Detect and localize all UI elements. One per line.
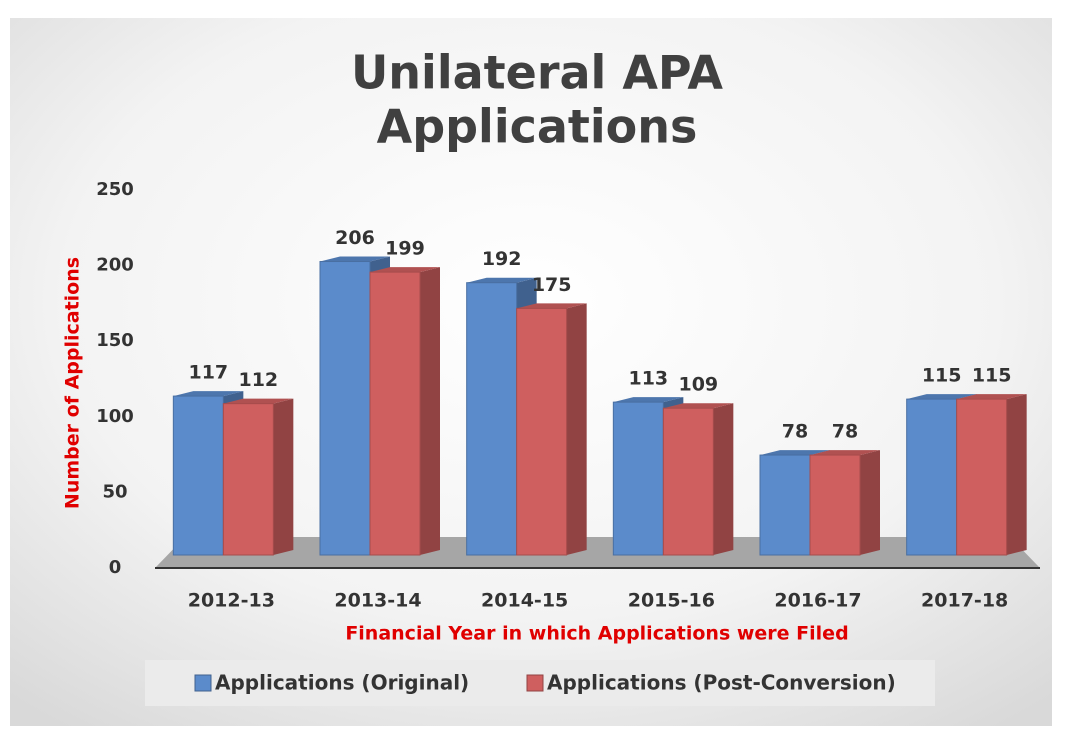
legend-label: Applications (Post-Conversion) xyxy=(547,671,896,695)
chart-title: Unilateral APA xyxy=(351,46,723,100)
bar xyxy=(612,401,664,556)
value-label: 78 xyxy=(832,421,858,443)
y-tick-label: 250 xyxy=(96,179,134,200)
value-label: 109 xyxy=(678,374,718,396)
bar xyxy=(809,454,861,556)
x-tick-label: 2016-17 xyxy=(774,590,861,612)
legend-swatch xyxy=(526,674,544,692)
bar xyxy=(759,454,811,556)
bar xyxy=(906,398,958,556)
value-label: 206 xyxy=(335,227,375,249)
value-label: 78 xyxy=(782,421,808,443)
x-tick-label: 2014-15 xyxy=(481,590,568,612)
bar-side xyxy=(713,403,734,555)
bar xyxy=(516,307,568,556)
y-tick-label: 50 xyxy=(102,481,127,502)
bar-top xyxy=(906,394,977,400)
bar-top xyxy=(466,277,537,283)
bar-side xyxy=(566,303,587,555)
bar-top xyxy=(173,391,244,397)
bar xyxy=(662,407,714,556)
x-tick-label: 2012-13 xyxy=(188,590,275,612)
value-label: 112 xyxy=(238,369,278,391)
value-label: 115 xyxy=(972,365,1012,387)
bar-side xyxy=(1006,394,1027,555)
legend-swatch xyxy=(194,674,212,692)
value-label: 192 xyxy=(482,248,522,270)
x-tick-label: 2013-14 xyxy=(334,590,421,612)
bar-top xyxy=(223,398,294,404)
bar-top xyxy=(956,394,1027,400)
x-tick-label: 2017-18 xyxy=(921,590,1008,612)
bar-top xyxy=(613,397,684,403)
value-label: 117 xyxy=(188,362,228,384)
bar xyxy=(466,282,518,556)
value-label: 199 xyxy=(385,238,425,260)
bar xyxy=(319,261,371,556)
bar-top xyxy=(370,267,440,273)
y-tick-label: 0 xyxy=(109,557,122,578)
bar-top xyxy=(663,403,734,409)
bar-top xyxy=(760,450,830,456)
value-label: 113 xyxy=(628,368,668,390)
y-tick-label: 200 xyxy=(96,255,134,276)
bar xyxy=(222,403,274,556)
y-tick-label: 100 xyxy=(96,406,134,427)
bar xyxy=(172,395,224,556)
x-tick-label: 2015-16 xyxy=(628,590,715,612)
bar-side xyxy=(860,450,880,555)
bar xyxy=(956,398,1008,556)
y-axis-title: Number of Applications xyxy=(62,257,84,509)
bar-side xyxy=(273,398,294,555)
bar-top xyxy=(516,303,587,309)
chart-title: Applications xyxy=(377,100,698,154)
value-label: 115 xyxy=(922,365,962,387)
x-axis-title: Financial Year in which Applications wer… xyxy=(345,623,848,645)
bar xyxy=(369,271,421,556)
legend-label: Applications (Original) xyxy=(215,671,469,695)
bar-top xyxy=(810,450,880,456)
y-tick-label: 150 xyxy=(96,330,134,351)
bar-top xyxy=(320,256,390,262)
value-label: 175 xyxy=(532,274,572,296)
bar-side xyxy=(420,267,440,555)
